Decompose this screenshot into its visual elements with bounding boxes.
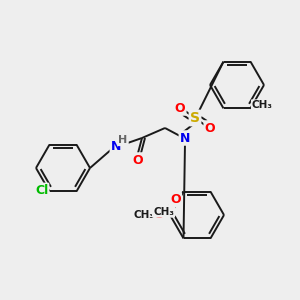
Text: CH₃: CH₃ [134, 210, 154, 220]
Text: O: O [205, 122, 215, 134]
Text: H: H [118, 135, 127, 145]
Text: N: N [111, 140, 121, 154]
Text: O: O [170, 193, 181, 206]
Text: O: O [175, 101, 185, 115]
Text: O: O [133, 154, 143, 166]
Text: CH₃: CH₃ [153, 207, 174, 217]
Text: O: O [154, 208, 164, 221]
Text: Cl: Cl [35, 184, 48, 197]
Text: S: S [190, 111, 200, 125]
Text: CH₃: CH₃ [252, 100, 273, 110]
Text: N: N [180, 131, 190, 145]
